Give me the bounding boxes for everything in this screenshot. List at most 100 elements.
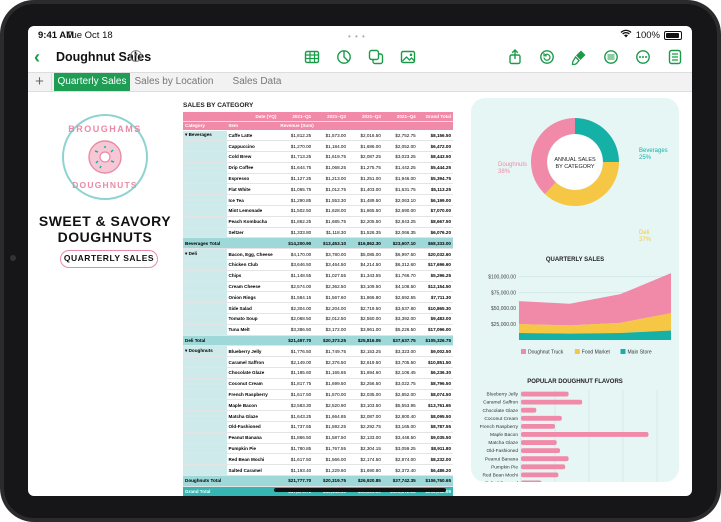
subtotal-label[interactable]: Deli Total xyxy=(183,335,279,347)
table-row[interactable]: Cream Cheese $2,574.00 $2,362.50 $3,109.50 $… xyxy=(183,281,453,293)
grand-total-cell[interactable]: $6,472.00 xyxy=(417,140,453,153)
value-cell[interactable]: $1,631.75 xyxy=(382,183,418,196)
header-column[interactable]: Grand Total xyxy=(417,112,453,122)
item-cell[interactable]: Seltzer xyxy=(226,227,279,239)
value-cell[interactable]: $1,489.50 xyxy=(348,194,383,207)
home-indicator[interactable] xyxy=(274,488,446,492)
subtotal-value[interactable]: $20,319.75 xyxy=(313,475,349,487)
value-cell[interactable]: $1,118.30 xyxy=(313,227,349,239)
category-cell[interactable] xyxy=(183,227,227,239)
grand-total-cell[interactable]: $5,444.25 xyxy=(417,162,453,174)
value-cell[interactable]: $1,766.70 xyxy=(382,270,418,282)
table-row[interactable]: French Raspberry $1,617.50 $1,570.00 $2,035… xyxy=(183,389,453,401)
value-cell[interactable]: $1,213.00 xyxy=(313,173,349,185)
value-cell[interactable]: $3,103.50 xyxy=(348,399,383,412)
value-cell[interactable]: $1,780.85 xyxy=(278,443,314,455)
value-cell[interactable]: $1,592.25 xyxy=(313,421,349,433)
tab-quarterly-sales[interactable]: Quarterly Sales xyxy=(54,73,130,91)
item-cell[interactable]: Tomato Soup xyxy=(226,313,279,325)
category-cell[interactable] xyxy=(183,162,227,174)
value-cell[interactable]: $2,362.50 xyxy=(313,281,349,293)
item-cell[interactable]: Ice Tea xyxy=(226,194,279,207)
table-row[interactable]: ▾ Beverages Caffe Latte $1,812.25 $1,573.00… xyxy=(183,130,453,142)
value-cell[interactable]: $2,149.00 xyxy=(278,356,314,369)
table-row[interactable]: Drip Coffee $1,644.75 $1,068.25 $1,275.75 $1… xyxy=(183,162,453,174)
subtotal-value[interactable]: $16,862.30 xyxy=(348,237,383,250)
category-cell[interactable] xyxy=(183,421,227,433)
value-cell[interactable]: $1,812.25 xyxy=(278,130,314,142)
grand-total-cell[interactable]: $5,296.25 xyxy=(417,270,453,282)
subtotal-row[interactable]: Deli Total $21,497.70 $20,373.25 $25,816.05… xyxy=(183,335,453,347)
sales-by-category-table[interactable]: Date (YQ) 2021–Q1 2021–Q2 2021–Q3 2021–Q4 Gra… xyxy=(183,112,453,496)
grand-total-cell[interactable]: $8,095.50 xyxy=(417,410,453,423)
value-cell[interactable]: $1,343.55 xyxy=(348,270,383,282)
value-cell[interactable]: $2,550.00 xyxy=(348,313,383,325)
item-cell[interactable]: Pumpkin Pie xyxy=(226,443,279,455)
value-cell[interactable]: $2,752.75 xyxy=(382,130,418,142)
category-cell[interactable] xyxy=(183,140,227,153)
grand-total-cell[interactable]: $6,076.20 xyxy=(417,227,453,239)
item-cell[interactable]: Cold Brew xyxy=(226,151,279,163)
subtotal-label[interactable]: Doughnuts Total xyxy=(183,475,279,487)
table-row[interactable]: Salted Caramel $1,193.40 $1,229.60 $1,690.8… xyxy=(183,464,453,476)
value-cell[interactable]: $1,333.80 xyxy=(278,227,314,239)
value-cell[interactable]: $3,637.80 xyxy=(382,302,418,315)
item-cell[interactable]: Side Salad xyxy=(226,302,279,315)
value-cell[interactable]: $2,153.25 xyxy=(348,345,383,358)
value-cell[interactable]: $1,270.00 xyxy=(278,140,314,153)
item-cell[interactable]: Chips xyxy=(226,270,279,282)
header-date[interactable]: Date (YQ) xyxy=(226,112,279,122)
value-cell[interactable]: $2,574.00 xyxy=(278,281,314,293)
item-cell[interactable]: Cappuccino xyxy=(226,140,279,153)
category-cell[interactable] xyxy=(183,443,227,455)
item-cell[interactable]: Chicken Club xyxy=(226,259,279,271)
header-revenue[interactable]: Revenue (Sum) xyxy=(278,121,453,131)
value-cell[interactable]: $5,553.95 xyxy=(382,399,418,412)
table-row[interactable]: Peach Kombucha $1,862.25 $1,685.75 $2,205.5… xyxy=(183,216,453,228)
value-cell[interactable]: $2,068.50 xyxy=(278,313,314,325)
value-cell[interactable]: $2,292.75 xyxy=(348,421,383,433)
subtotal-value[interactable]: $21,497.70 xyxy=(278,335,314,347)
subtotal-value[interactable]: $14,200.90 xyxy=(278,237,314,250)
value-cell[interactable]: $1,946.00 xyxy=(382,173,418,185)
value-cell[interactable]: $2,619.50 xyxy=(348,356,383,369)
item-cell[interactable]: French Raspberry xyxy=(226,389,279,401)
document-icon[interactable] xyxy=(667,49,683,65)
value-cell[interactable]: $1,127.25 xyxy=(278,173,314,185)
value-cell[interactable]: $1,165.65 xyxy=(313,367,349,379)
more-icon[interactable] xyxy=(635,49,651,65)
category-cell[interactable] xyxy=(183,313,227,325)
table-row[interactable]: Old-Fashioned $1,737.55 $1,592.25 $2,292.75… xyxy=(183,421,453,433)
value-cell[interactable]: $1,643.25 xyxy=(278,410,314,423)
table-row[interactable]: Mint Lemonade $1,502.50 $1,628.00 $1,865.50… xyxy=(183,205,453,217)
value-cell[interactable]: $1,866.50 xyxy=(278,432,314,444)
value-cell[interactable]: $3,386.50 xyxy=(278,324,314,336)
header-item[interactable]: Item xyxy=(226,121,279,131)
title-chevron-down-icon[interactable]: ▾ xyxy=(130,50,142,62)
multitasking-dots[interactable]: • • • xyxy=(348,32,366,41)
value-cell[interactable]: $3,961.00 xyxy=(348,324,383,336)
table-row[interactable]: Flat White $1,065.75 $1,012.75 $1,403.00 $1,… xyxy=(183,183,453,196)
value-cell[interactable]: $2,204.00 xyxy=(313,302,349,315)
subtotal-value[interactable]: $68,333.00 xyxy=(417,237,453,250)
table-row[interactable]: Pumpkin Pie $1,780.85 $1,767.55 $2,304.15 $3… xyxy=(183,443,453,455)
category-cell[interactable] xyxy=(183,205,227,217)
value-cell[interactable]: $1,686.00 xyxy=(348,140,383,153)
table-row[interactable]: Espresso $1,127.25 $1,213.00 $1,251.00 $1,94… xyxy=(183,173,453,185)
tab-sales-data[interactable]: Sales Data xyxy=(232,76,282,87)
value-cell[interactable]: $2,520.90 xyxy=(313,399,349,412)
grand-total-label[interactable]: Grand Total xyxy=(183,486,279,496)
value-cell[interactable]: $2,133.00 xyxy=(348,432,383,444)
value-cell[interactable]: $3,392.00 xyxy=(382,313,418,325)
value-cell[interactable]: $5,226.50 xyxy=(382,324,418,336)
value-cell[interactable]: $1,617.50 xyxy=(278,453,314,466)
grand-total-cell[interactable]: $13,761.65 xyxy=(417,399,453,412)
subtotal-row[interactable]: Doughnuts Total $21,777.70 $20,319.75 $26,9… xyxy=(183,475,453,487)
value-cell[interactable]: $1,862.25 xyxy=(278,216,314,228)
value-cell[interactable]: $3,448.50 xyxy=(382,432,418,444)
back-chevron-icon[interactable]: ‹ xyxy=(34,47,40,67)
item-cell[interactable]: Caramel Saffron xyxy=(226,356,279,369)
table-row[interactable]: Onion Rings $1,584.15 $1,567.60 $1,866.80 $2… xyxy=(183,291,453,304)
value-cell[interactable]: $3,780.00 xyxy=(313,248,349,261)
